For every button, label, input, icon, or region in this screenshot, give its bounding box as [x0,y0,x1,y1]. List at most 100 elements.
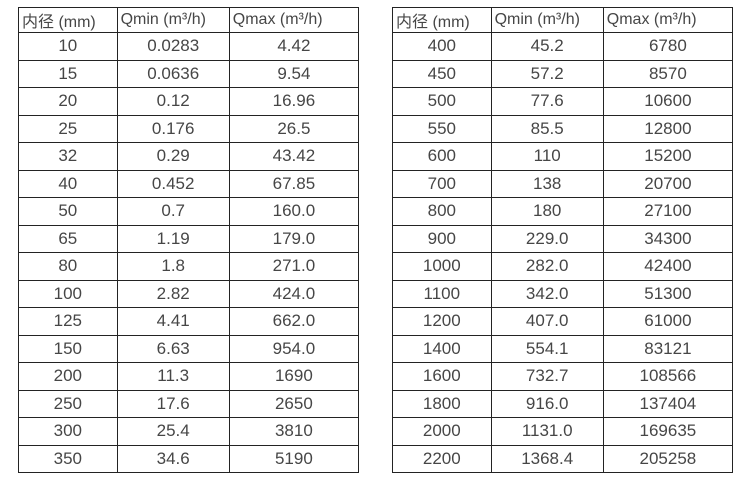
table-cell: 5190 [228,444,360,473]
table-row: 10 0.0283 4.42 [18,32,360,61]
table-row: 500 77.6 10600 [392,87,734,116]
table-cell: 2200 [392,444,492,473]
table-cell: 342.0 [490,279,604,308]
table-cell: 40 [18,169,118,198]
table-row: 32 0.29 43.42 [18,142,360,171]
table-cell: 110 [490,142,604,171]
table-row: 450 57.2 8570 [392,59,734,88]
table-cell: 15200 [602,142,734,171]
table-cell: 282.0 [490,252,604,281]
table-row: 20 0.12 16.96 [18,87,360,116]
table-cell: 1800 [392,389,492,418]
table-cell: 10 [18,32,118,61]
table-cell: 700 [392,169,492,198]
header-cell: 内径 (mm) [392,7,492,33]
table-cell: 1.19 [116,224,230,253]
table-cell: 11.3 [116,362,230,391]
table-row: 25 0.176 26.5 [18,114,360,143]
header-row: 内径 (mm) Qmin (m³/h) Qmax (m³/h) [392,7,734,33]
table-header: 内径 (mm) Qmin (m³/h) Qmax (m³/h) [18,7,360,33]
table-cell: 32 [18,142,118,171]
table-row: 125 4.41 662.0 [18,307,360,336]
table-row: 1800 916.0 137404 [392,389,734,418]
table-cell: 1600 [392,362,492,391]
table-cell: 550 [392,114,492,143]
table-cell: 900 [392,224,492,253]
table-row: 2200 1368.4 205258 [392,444,734,473]
table-cell: 100 [18,279,118,308]
table-cell: 0.29 [116,142,230,171]
table-cell: 400 [392,32,492,61]
table-row: 80 1.8 271.0 [18,252,360,281]
table-cell: 150 [18,334,118,363]
table-cell: 34300 [602,224,734,253]
table-cell: 65 [18,224,118,253]
table-cell: 300 [18,417,118,446]
table-cell: 0.176 [116,114,230,143]
table-cell: 10600 [602,87,734,116]
table-cell: 160.0 [228,197,360,226]
table-cell: 67.85 [228,169,360,198]
table-cell: 34.6 [116,444,230,473]
table-cell: 15 [18,59,118,88]
table-header: 内径 (mm) Qmin (m³/h) Qmax (m³/h) [392,7,734,33]
table-cell: 2650 [228,389,360,418]
header-cell: 内径 (mm) [18,7,118,33]
table-cell: 27100 [602,197,734,226]
table-cell: 200 [18,362,118,391]
header-cell: Qmax (m³/h) [602,7,734,33]
table-cell: 179.0 [228,224,360,253]
table-cell: 1400 [392,334,492,363]
table-cell: 1000 [392,252,492,281]
table-cell: 20700 [602,169,734,198]
table-cell: 85.5 [490,114,604,143]
table-cell: 271.0 [228,252,360,281]
table-cell: 0.0283 [116,32,230,61]
table-cell: 137404 [602,389,734,418]
table-cell: 0.7 [116,197,230,226]
table-cell: 0.452 [116,169,230,198]
header-cell: Qmin (m³/h) [490,7,604,33]
table-cell: 800 [392,197,492,226]
table-cell: 424.0 [228,279,360,308]
table-cell: 6780 [602,32,734,61]
table-cell: 108566 [602,362,734,391]
table-cell: 1368.4 [490,444,604,473]
table-cell: 600 [392,142,492,171]
table-cell: 229.0 [490,224,604,253]
table-row: 15 0.0636 9.54 [18,59,360,88]
table-cell: 25 [18,114,118,143]
table-cell: 12800 [602,114,734,143]
table-cell: 407.0 [490,307,604,336]
table-cell: 169635 [602,417,734,446]
table-cell: 554.1 [490,334,604,363]
table-row: 350 34.6 5190 [18,444,360,473]
table-row: 1000 282.0 42400 [392,252,734,281]
header-row: 内径 (mm) Qmin (m³/h) Qmax (m³/h) [18,7,360,33]
table-row: 300 25.4 3810 [18,417,360,446]
table-cell: 25.4 [116,417,230,446]
table-cell: 26.5 [228,114,360,143]
table-cell: 80 [18,252,118,281]
header-cell: Qmin (m³/h) [116,7,230,33]
table-body: 10 0.0283 4.42 15 0.0636 9.54 20 0.12 16.96 25 0.1… [18,32,360,473]
table-cell: 138 [490,169,604,198]
table-cell: 9.54 [228,59,360,88]
table-cell: 57.2 [490,59,604,88]
table-cell: 450 [392,59,492,88]
table-cell: 17.6 [116,389,230,418]
table-cell: 51300 [602,279,734,308]
table-cell: 0.12 [116,87,230,116]
table-row: 550 85.5 12800 [392,114,734,143]
table-cell: 8570 [602,59,734,88]
table-row: 700 138 20700 [392,169,734,198]
table-cell: 125 [18,307,118,336]
table-row: 900 229.0 34300 [392,224,734,253]
table-cell: 42400 [602,252,734,281]
table-cell: 4.41 [116,307,230,336]
table-cell: 916.0 [490,389,604,418]
table-cell: 20 [18,87,118,116]
table-cell: 350 [18,444,118,473]
table-cell: 500 [392,87,492,116]
